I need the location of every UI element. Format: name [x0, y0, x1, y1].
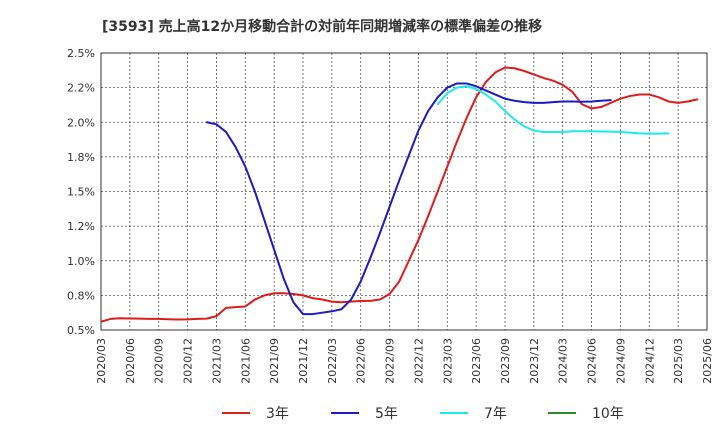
- series-line-5年: [205, 82, 612, 316]
- x-tick-label: 2022/03: [326, 338, 339, 384]
- x-tick-label: 2020/12: [182, 338, 195, 384]
- legend: 3年 5年 7年 10年: [222, 406, 624, 422]
- legend-label-3年: 3年: [266, 406, 289, 422]
- legend-label-10年: 10年: [592, 406, 624, 422]
- x-tick-label: 2021/12: [297, 338, 310, 384]
- y-tick-label: 0.8%: [67, 289, 95, 302]
- y-tick-label: 1.2%: [67, 220, 95, 233]
- legend-label-7年: 7年: [484, 406, 507, 422]
- x-tick-label: 2024/06: [586, 338, 599, 384]
- x-tick-label: 2024/03: [557, 338, 570, 384]
- y-tick-label: 1.0%: [67, 255, 95, 268]
- plot-area-frame: [100, 52, 708, 331]
- x-tick-label: 2022/09: [384, 338, 397, 384]
- x-tick-label: 2020/03: [95, 338, 108, 384]
- y-tick-label: 0.5%: [67, 324, 95, 337]
- x-tick-label: 2023/09: [499, 338, 512, 384]
- x-tick-label: 2021/06: [239, 338, 252, 384]
- x-tick-label: 2021/03: [210, 338, 223, 384]
- y-tick-label: 2.5%: [67, 47, 95, 60]
- y-tick-label: 1.8%: [67, 151, 95, 164]
- x-tick-label: 2025/06: [701, 338, 714, 384]
- x-tick-label: 2021/09: [268, 338, 281, 384]
- x-tick-label: 2023/12: [528, 338, 541, 384]
- grid-layer: [101, 53, 707, 330]
- y-tick-label: 2.0%: [67, 116, 95, 129]
- y-tick-label: 1.5%: [67, 186, 95, 199]
- chart-title: [3593] 売上高12か月移動合計の対前年同期増減率の標準偏差の推移: [102, 18, 542, 35]
- x-tick-label: 2020/06: [124, 338, 137, 384]
- x-axis: 2020/03 2020/06 2020/09 2020/12 2021/03 2021/…: [95, 338, 714, 384]
- x-tick-label: 2022/12: [412, 338, 425, 384]
- x-tick-label: 2023/03: [441, 338, 454, 384]
- y-tick-label: 2.2%: [67, 82, 95, 95]
- series-line-7年: [436, 85, 670, 135]
- y-axis: 0.5% 0.8% 1.0% 1.2% 1.5% 1.8% 2.0% 2.2% 2.5%: [67, 47, 95, 337]
- x-tick-label: 2025/03: [672, 338, 685, 384]
- x-tick-label: 2020/09: [153, 338, 166, 384]
- series-line-3年: [101, 66, 699, 323]
- series-layer: [101, 66, 699, 323]
- x-tick-label: 2022/06: [355, 338, 368, 384]
- x-tick-label: 2024/09: [614, 338, 627, 384]
- x-tick-label: 2024/12: [643, 338, 656, 384]
- legend-label-5年: 5年: [375, 406, 398, 422]
- x-tick-label: 2023/06: [470, 338, 483, 384]
